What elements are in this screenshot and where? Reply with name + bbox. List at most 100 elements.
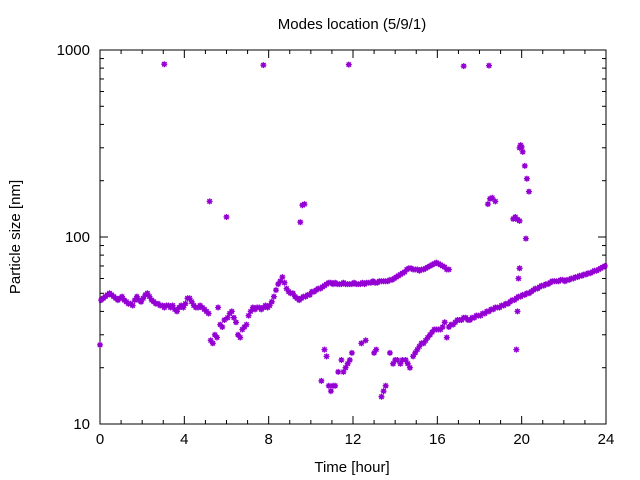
data-point	[270, 293, 277, 300]
data-point	[283, 285, 290, 292]
y-axis-label: Particle size [nm]	[7, 180, 24, 294]
x-tick-label: 24	[598, 431, 615, 448]
data-point	[345, 61, 352, 68]
x-tick-label: 0	[96, 431, 104, 448]
data-point	[522, 235, 529, 242]
data-point	[243, 321, 250, 328]
data-point	[289, 290, 296, 297]
data-point	[138, 298, 145, 305]
data-point	[174, 308, 180, 315]
data-point	[521, 162, 528, 169]
data-point	[260, 62, 267, 69]
data-point	[362, 337, 369, 344]
data-point	[394, 357, 401, 363]
data-point	[406, 364, 413, 371]
data-point	[526, 188, 532, 195]
data-point	[335, 368, 342, 375]
x-axis: 0 4 8 12 16 20 24	[96, 50, 615, 448]
data-point	[323, 353, 330, 360]
data-point	[266, 302, 273, 309]
data-point	[188, 298, 195, 305]
data-point	[518, 144, 525, 150]
data-point	[247, 308, 254, 315]
data-point	[404, 360, 411, 367]
data-point	[402, 357, 409, 363]
data-point	[205, 310, 212, 317]
data-point	[344, 360, 351, 367]
data-point	[223, 214, 230, 220]
data-point	[237, 334, 244, 341]
data-point	[233, 319, 239, 326]
y-axis: 10 100 1000	[57, 42, 606, 433]
chart-title: Modes location (5/9/1)	[278, 16, 426, 33]
data-point	[397, 360, 404, 367]
data-point	[523, 175, 530, 182]
data-point	[206, 198, 213, 205]
data-point	[410, 353, 417, 360]
data-point	[281, 279, 288, 286]
data-point	[378, 393, 385, 400]
data-point	[340, 368, 347, 375]
data-point	[348, 349, 355, 356]
data-point	[140, 295, 147, 302]
data-point	[443, 334, 450, 341]
data-point	[416, 343, 423, 350]
x-tick-label: 16	[429, 431, 446, 448]
data-point	[277, 278, 284, 285]
data-point	[180, 304, 187, 311]
data-point	[386, 349, 393, 356]
data-point	[215, 304, 222, 311]
x-tick-label: 8	[264, 431, 272, 448]
data-point	[492, 198, 499, 205]
y-tick-label: 10	[73, 416, 90, 433]
data-points	[97, 61, 608, 400]
data-point	[484, 201, 491, 208]
data-point	[224, 314, 231, 321]
data-point	[399, 357, 406, 363]
data-point	[273, 287, 279, 294]
data-point	[414, 346, 421, 353]
data-point	[412, 349, 419, 356]
data-point	[515, 275, 522, 282]
data-point	[297, 219, 304, 226]
data-point	[380, 388, 387, 395]
data-point	[245, 312, 252, 319]
data-point	[306, 291, 313, 298]
data-point	[441, 319, 448, 326]
data-point	[279, 274, 286, 281]
x-axis-label: Time [hour]	[314, 459, 389, 476]
data-point	[519, 148, 526, 155]
data-point	[460, 63, 467, 70]
y-tick-label: 1000	[57, 42, 90, 59]
data-point	[219, 324, 226, 330]
data-point	[445, 266, 452, 273]
x-tick-label: 20	[513, 431, 530, 448]
x-tick-label: 12	[345, 431, 362, 448]
data-point	[230, 314, 237, 321]
data-point	[301, 201, 308, 208]
data-point	[186, 295, 193, 302]
data-point	[327, 388, 334, 395]
data-point	[346, 357, 353, 363]
data-point	[338, 357, 345, 363]
data-point	[131, 297, 138, 304]
data-point	[129, 302, 136, 309]
data-point	[358, 340, 365, 347]
data-point	[97, 341, 103, 348]
data-point	[516, 265, 523, 272]
data-point	[144, 290, 151, 297]
y-tick-label: 100	[65, 229, 90, 246]
data-point	[332, 382, 339, 389]
data-point	[371, 349, 378, 356]
data-point	[321, 346, 328, 353]
data-point	[146, 293, 153, 300]
data-point	[133, 293, 140, 300]
data-point	[601, 263, 608, 269]
data-point	[228, 308, 235, 315]
data-point	[514, 308, 521, 315]
x-tick-label: 4	[180, 431, 188, 448]
data-point	[342, 364, 349, 371]
data-point	[214, 334, 220, 341]
data-point	[209, 340, 216, 347]
